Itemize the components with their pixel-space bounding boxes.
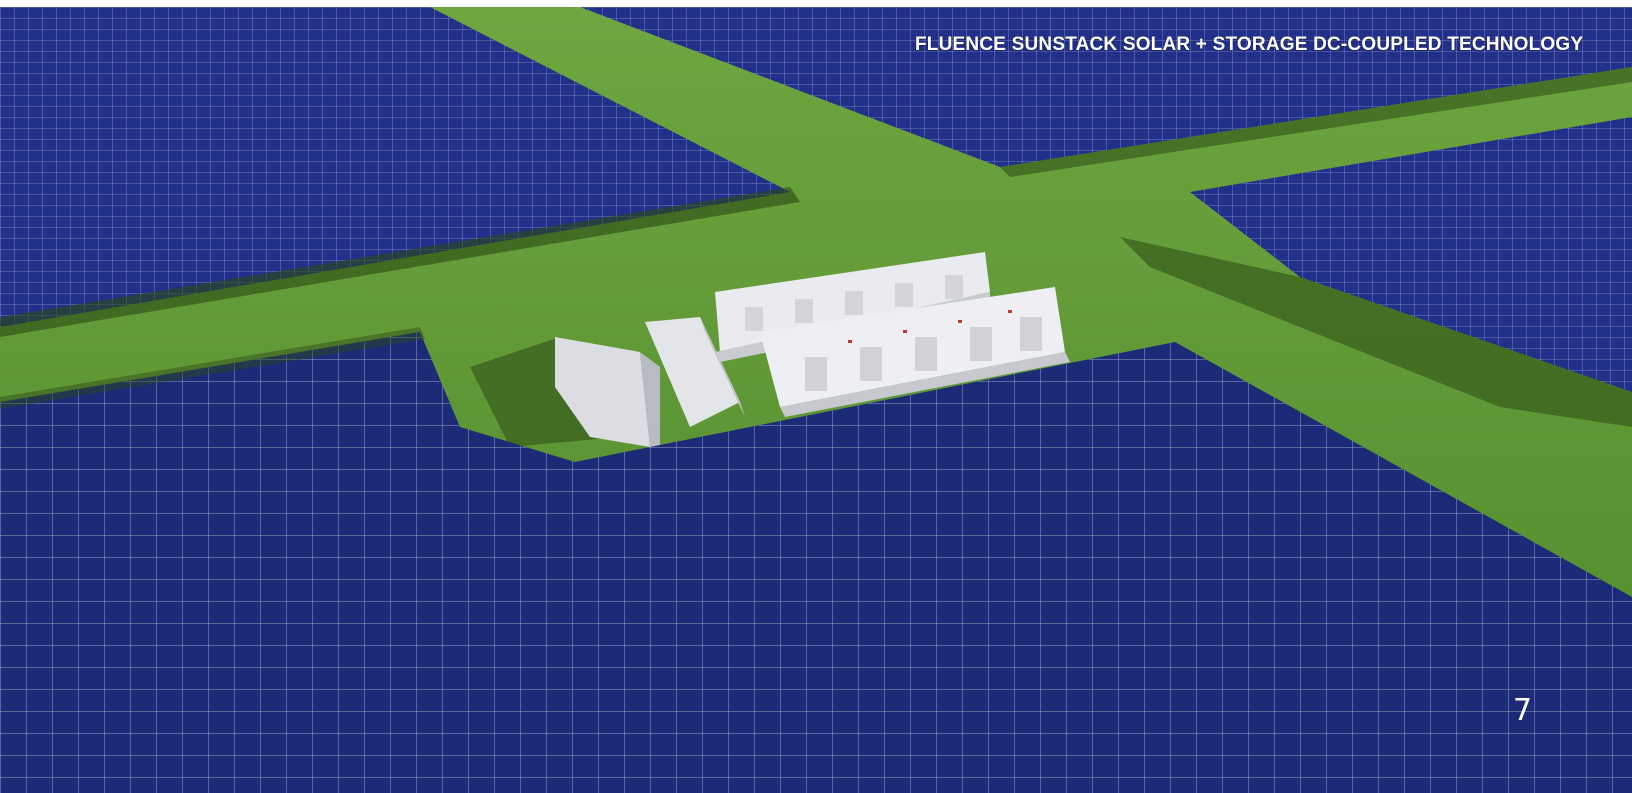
page-number: 7: [1513, 693, 1533, 728]
solar-array-top-left: [0, 7, 800, 337]
inverter-enclosure: [645, 317, 745, 427]
solar-array-foreground: [0, 327, 1632, 793]
battery-storage-front-row: [760, 287, 1070, 417]
slide-image: FLUENCE SUNSTACK SOLAR + STORAGE DC-COUP…: [0, 7, 1632, 793]
solar-array-right: [1120, 117, 1632, 427]
slide-title: FLUENCE SUNSTACK SOLAR + STORAGE DC-COUP…: [915, 34, 1584, 55]
solar-array-top-right: [580, 7, 1632, 177]
solar-farm-render: [0, 7, 1632, 793]
transformer-skid: [555, 337, 660, 452]
